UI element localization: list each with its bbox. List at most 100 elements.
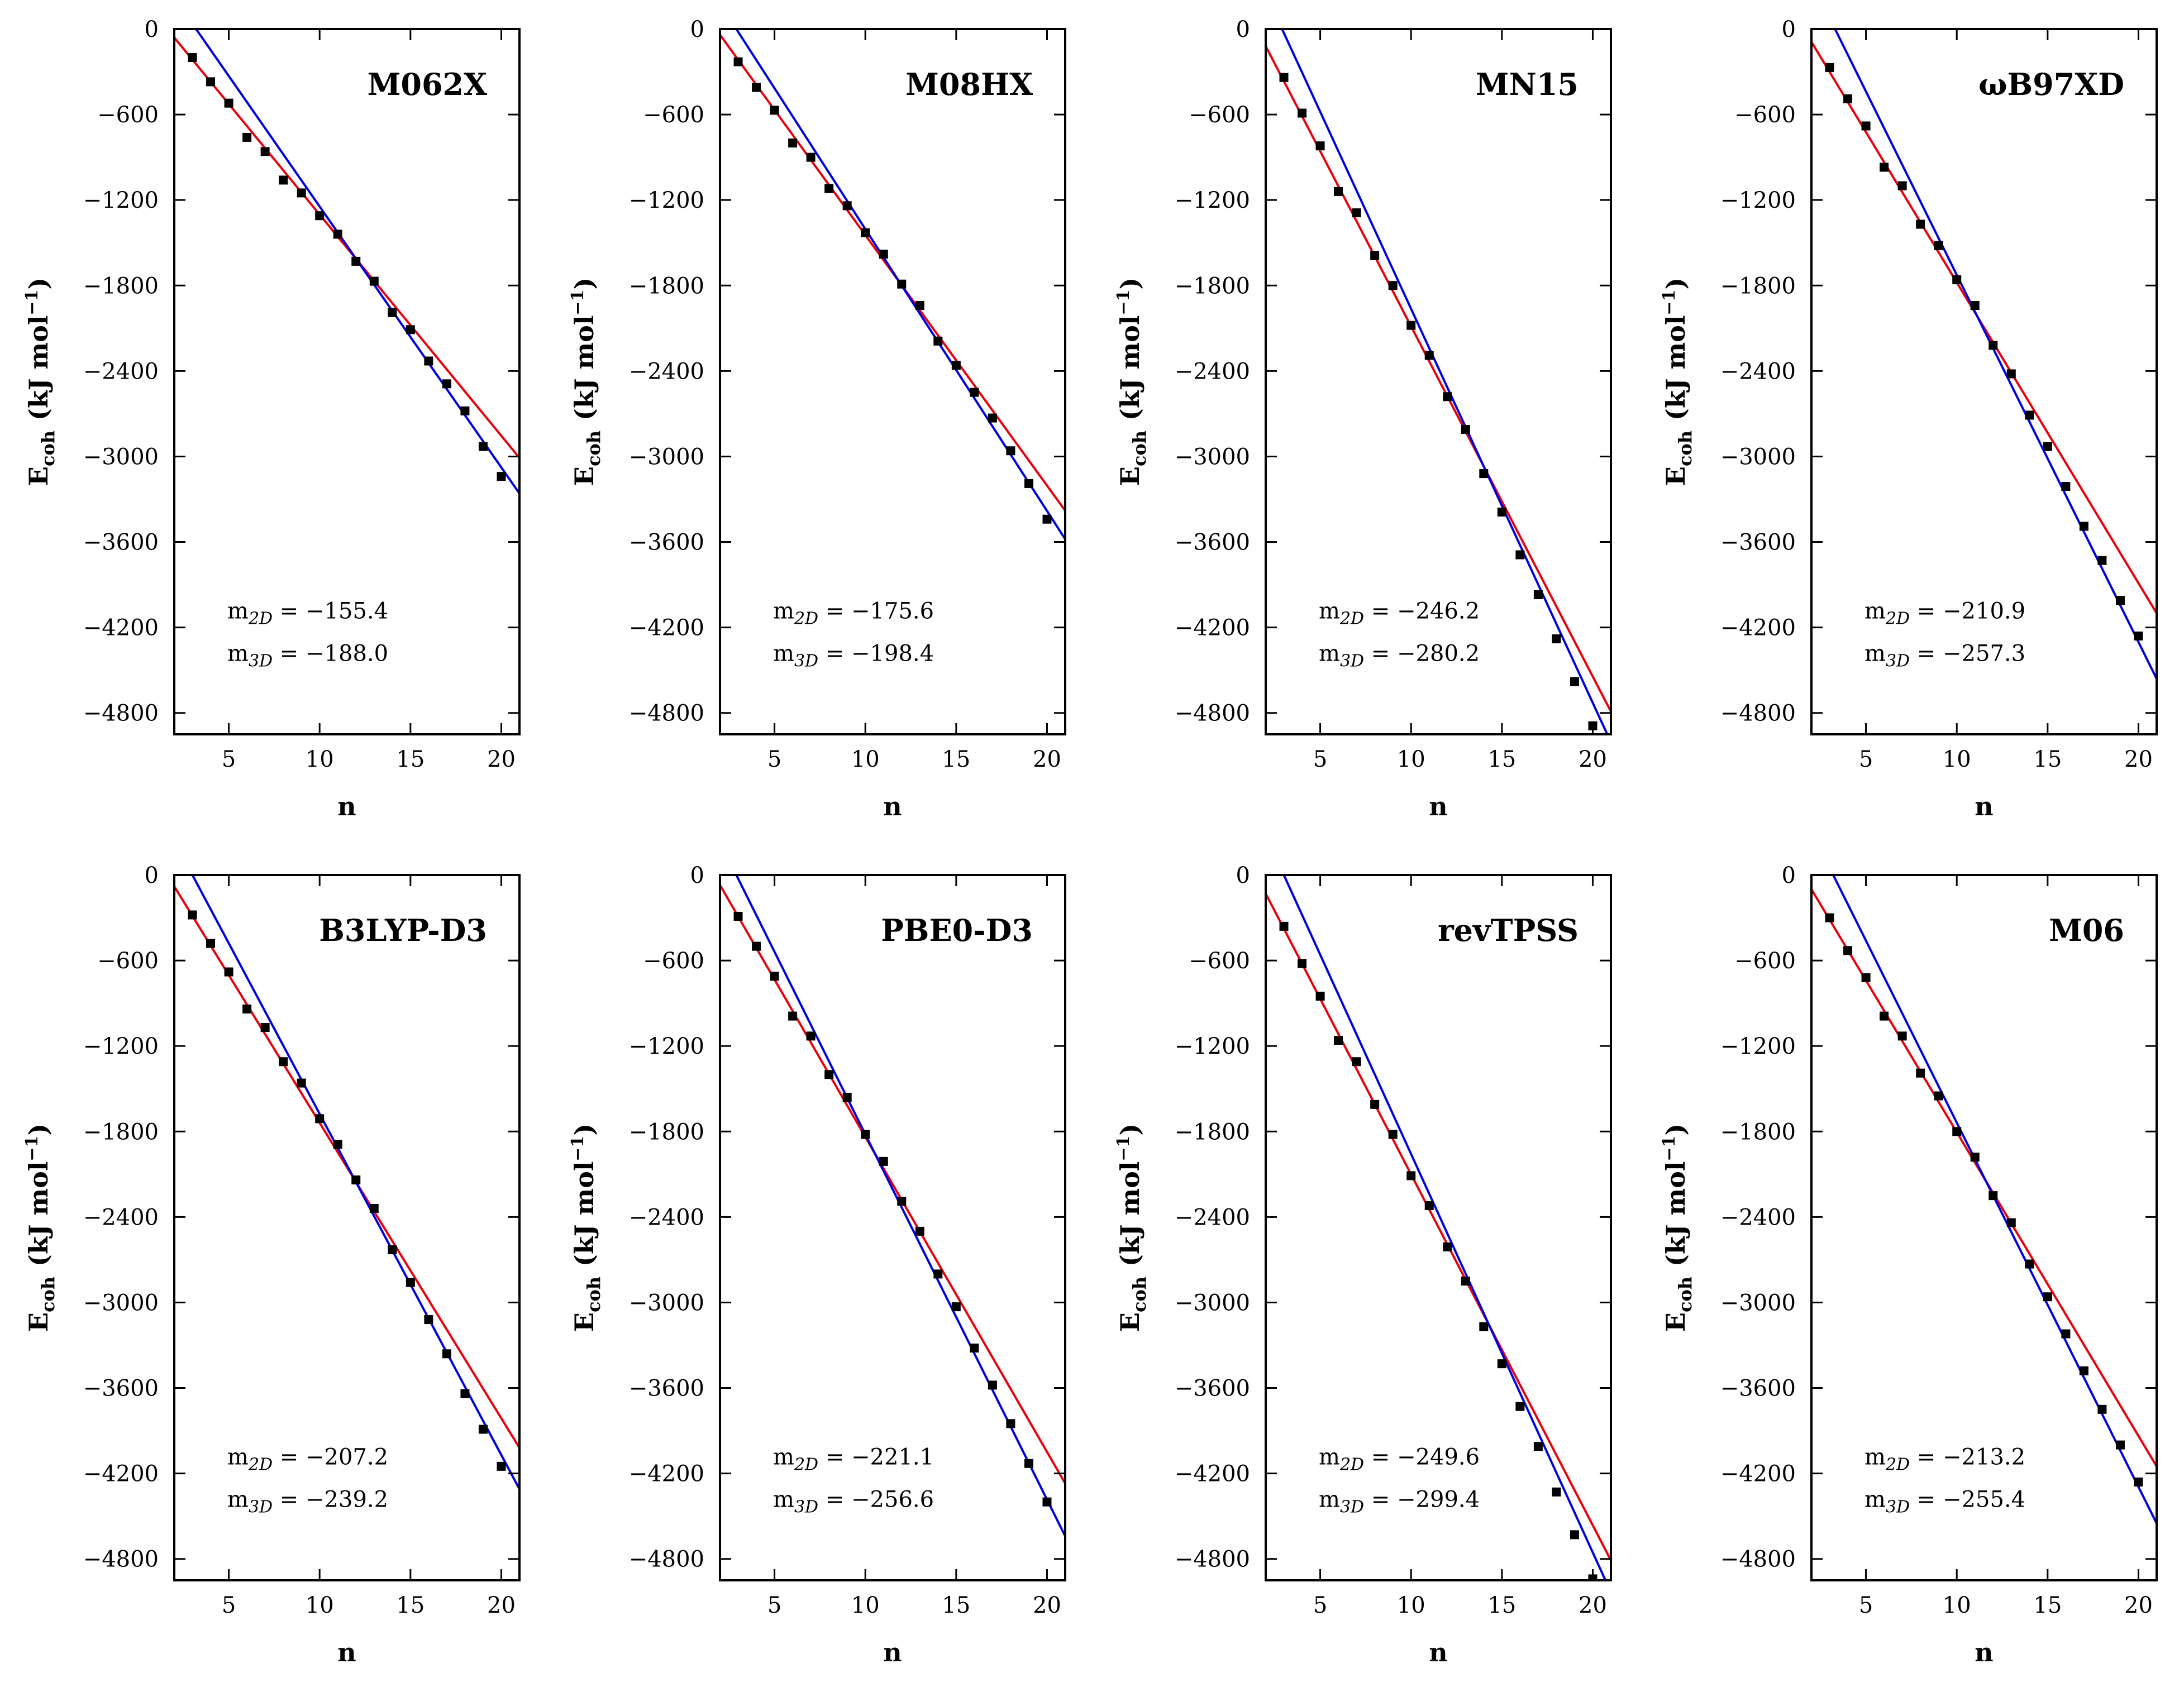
y-tick-label: −1200	[1175, 188, 1250, 213]
data-point	[752, 83, 761, 92]
plot-area	[720, 875, 1065, 1537]
y-label-subscript: coh	[1675, 1277, 1696, 1312]
data-point	[1024, 479, 1033, 488]
slope-symbol: m	[227, 1487, 249, 1513]
y-tick-label: −600	[1189, 102, 1250, 128]
x-tick-label: 10	[306, 747, 334, 772]
y-label-subscript: coh	[37, 431, 59, 466]
data-point	[1515, 1402, 1525, 1411]
y-tick-label: −3000	[1175, 1290, 1250, 1316]
slope-equals: =	[273, 1487, 306, 1513]
slope-annotation: m2D = −249.6	[1319, 1445, 1480, 1475]
y-label-subscript: coh	[1129, 431, 1150, 466]
chart-svg: 5 10 15 20 0 −600 −1200 −1800 −2400 −3000 −3600 −42…	[1660, 863, 2158, 1667]
y-tick-label: −3600	[1175, 1376, 1250, 1402]
y-tick-label: −3600	[83, 530, 159, 556]
data-point	[497, 472, 506, 481]
x-tick-label: 20	[487, 1593, 516, 1618]
data-point	[1970, 1153, 1980, 1162]
y-tick-label: −1200	[1175, 1034, 1250, 1059]
x-axis-label: n	[337, 791, 356, 821]
data-point	[224, 967, 233, 977]
data-point	[1861, 121, 1871, 131]
y-tick-label: −1800	[83, 273, 159, 299]
data-point	[1934, 241, 1943, 250]
y-tick-label: −600	[1189, 948, 1250, 974]
slope-value: −221.1	[851, 1445, 934, 1470]
y-tick-label: −2400	[629, 359, 704, 384]
data-point	[970, 388, 979, 397]
x-axis-label: n	[883, 791, 902, 821]
x-tick-label: 15	[942, 1593, 970, 1618]
slope-value: −256.6	[851, 1487, 934, 1513]
slope-annotation: m2D = −210.9	[1864, 599, 2025, 629]
y-label-unit: (kJ mol	[1661, 1162, 1691, 1266]
x-tick-label: 20	[1579, 1593, 1607, 1618]
data-point	[988, 1380, 997, 1390]
data-point	[478, 1425, 488, 1434]
data-point	[279, 175, 288, 185]
plot-area	[1811, 29, 2157, 680]
y-label-close: )	[1661, 278, 1691, 290]
y-label-subscript: coh	[583, 431, 604, 466]
data-point	[1370, 1100, 1380, 1109]
data-point	[424, 356, 433, 366]
y-label-close: )	[569, 1124, 599, 1136]
data-point	[1570, 1530, 1579, 1540]
data-point	[1861, 973, 1871, 982]
x-axis-label: n	[1975, 1637, 1993, 1667]
fit-line-2d	[174, 37, 519, 459]
y-label-superscript: −1	[1660, 1136, 1679, 1162]
y-tick-label: −1200	[1720, 1034, 1796, 1059]
data-point	[824, 184, 834, 193]
y-axis-label: Ecoh (kJ mol−1)	[22, 278, 59, 486]
data-point	[2134, 631, 2143, 641]
slope-subscript: 3D	[1886, 1498, 1910, 1517]
y-tick-label: −4800	[629, 1547, 704, 1572]
y-tick-label: −1800	[83, 1119, 159, 1145]
chart-panel: 5 10 15 20 0 −600 −1200 −1800 −2400 −3000 −3600 −42…	[1091, 0, 1637, 846]
y-label-symbol: E	[1115, 466, 1145, 486]
data-point	[1880, 1011, 1889, 1021]
chart-title: M06	[2049, 912, 2124, 948]
chart-svg: 5 10 15 20 0 −600 −1200 −1800 −2400 −3000 −3600 −42…	[1660, 17, 2158, 821]
slope-subscript: 2D	[1885, 1455, 1910, 1475]
data-point	[1042, 1497, 1052, 1507]
x-tick-label: 5	[222, 747, 236, 772]
data-point	[333, 230, 342, 239]
data-point	[1552, 634, 1561, 644]
data-point	[242, 132, 252, 142]
plot-frame	[1810, 874, 2158, 1581]
slope-value: −188.0	[306, 641, 388, 667]
y-label-symbol: E	[23, 1312, 54, 1332]
slope-value: −207.2	[306, 1445, 388, 1470]
x-tick-label: 10	[306, 1593, 334, 1618]
y-label-symbol: E	[569, 466, 599, 486]
plot-area	[1811, 875, 2157, 1524]
data-point	[970, 1344, 979, 1353]
x-tick-label: 20	[2124, 747, 2153, 772]
data-point	[2061, 482, 2071, 491]
x-tick-label: 20	[2124, 1593, 2153, 1618]
slope-annotation: m3D = −198.4	[773, 641, 934, 671]
plot-area	[174, 29, 519, 494]
slope-symbol: m	[1864, 641, 1886, 667]
slope-annotation: m3D = −280.2	[1319, 641, 1480, 671]
data-point	[242, 1004, 252, 1014]
slope-equals: =	[818, 1445, 851, 1470]
y-tick-label: −600	[643, 102, 704, 128]
x-tick-label: 5	[1313, 747, 1327, 772]
y-tick-label: −1800	[1720, 273, 1796, 299]
data-point	[770, 106, 779, 115]
data-point	[1479, 1322, 1489, 1331]
slope-equals: =	[1910, 1445, 1943, 1470]
slope-subscript: 3D	[1340, 652, 1364, 671]
x-tick-label: 10	[851, 1593, 880, 1618]
data-point	[2115, 1440, 2125, 1450]
data-point	[260, 1023, 270, 1033]
data-point	[1825, 63, 1834, 72]
slope-equals: =	[1364, 641, 1397, 667]
y-tick-label: −600	[643, 948, 704, 974]
y-tick-label: −3600	[629, 530, 704, 556]
data-point	[297, 1078, 306, 1088]
